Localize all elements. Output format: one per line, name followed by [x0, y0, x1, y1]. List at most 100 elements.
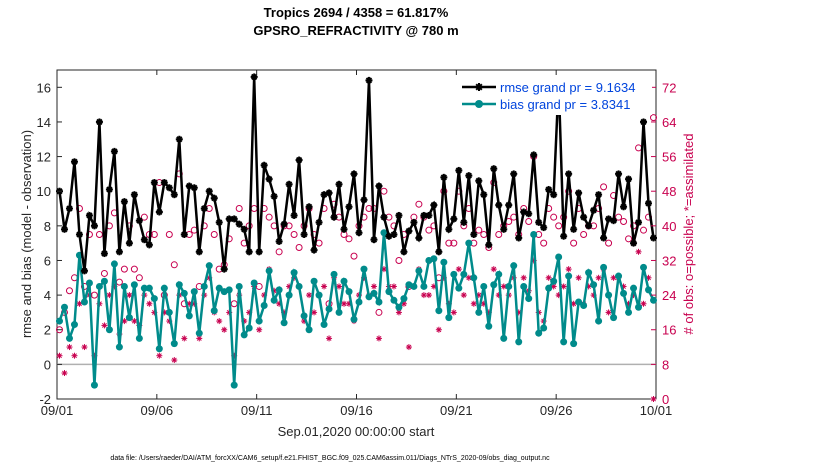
assimilated-obs-point [370, 283, 377, 290]
possible-obs-point [450, 239, 458, 247]
bias-point [235, 282, 243, 290]
possible-obs-point [620, 218, 628, 226]
rmse-point [535, 218, 543, 226]
bias-point [555, 253, 563, 261]
rmse-point [315, 218, 323, 226]
possible-obs-point [580, 231, 588, 238]
y-tick-label: 14 [37, 115, 51, 130]
bias-point [400, 295, 408, 303]
bias-point [540, 324, 548, 332]
assimilated-obs-point [575, 274, 582, 281]
y-tick-label: 8 [44, 219, 51, 234]
bias-point [315, 291, 323, 299]
bias-point [185, 312, 193, 320]
y-right-tick-label: 48 [662, 184, 676, 199]
bias-point [165, 308, 173, 316]
bias-point [350, 315, 358, 323]
bias-markers [55, 229, 658, 389]
bias-point [385, 288, 393, 296]
bias-point [375, 298, 383, 306]
bias-point [120, 282, 128, 290]
assimilated-obs-point [121, 318, 128, 325]
y-right-tick-label: 56 [662, 150, 676, 165]
bias-point [280, 319, 288, 327]
assimilated-obs-point [425, 292, 432, 299]
assimilated-obs-point [455, 266, 462, 273]
bias-point [160, 284, 168, 292]
bias-point [215, 284, 223, 292]
bias-point [450, 270, 458, 278]
bias-point [265, 267, 273, 275]
bias-point [255, 317, 263, 325]
assimilated-obs-point [56, 352, 63, 359]
rmse-point [530, 151, 538, 159]
rmse-point [190, 184, 198, 192]
assimilated-obs-point [221, 326, 228, 333]
bias-point [595, 317, 603, 325]
possible-obs-point [265, 213, 273, 221]
rmse-point [480, 191, 488, 199]
rmse-point [410, 218, 418, 226]
bias-point [125, 314, 133, 322]
rmse-point [470, 231, 478, 238]
bias-point [460, 270, 468, 278]
rmse-point [635, 218, 643, 226]
bias-point [640, 263, 648, 271]
rmse-point [250, 73, 258, 81]
assimilated-obs-point [595, 274, 602, 281]
bias-point [310, 277, 318, 285]
rmse-point [610, 217, 618, 225]
bias-point [455, 284, 463, 292]
possible-obs-point [550, 213, 558, 221]
y-tick-label: 2 [44, 323, 51, 338]
bias-point [260, 301, 268, 309]
rmse-point [110, 147, 118, 155]
bias-point [85, 279, 93, 287]
rmse-point [100, 250, 108, 258]
assimilated-obs-point [470, 300, 477, 307]
possible-obs-point [525, 218, 533, 226]
possible-obs-point [85, 231, 93, 238]
assimilated-obs-point [306, 292, 313, 299]
rmse-point [640, 118, 648, 126]
rmse-point [230, 215, 238, 223]
bias-point [90, 381, 98, 389]
bias-point [115, 343, 123, 351]
y-tick-label: 6 [44, 253, 51, 268]
assimilated-obs-point [156, 352, 163, 359]
x-tick-label: 09/16 [340, 403, 373, 418]
x-tick-label: 09/11 [241, 403, 273, 418]
rmse-point [395, 211, 403, 219]
x-tick-label: 09/21 [440, 403, 473, 418]
bias-point [190, 288, 198, 296]
bias-point [105, 326, 113, 334]
rmse-point [505, 201, 513, 209]
legend-rmse-asterisk [475, 83, 483, 91]
rmse-point [350, 170, 358, 178]
rmse-point [105, 185, 113, 193]
assimilated-obs-point [520, 274, 527, 281]
bias-point [420, 282, 428, 290]
bias-point [325, 305, 333, 313]
assimilated-obs-point [101, 322, 108, 329]
assimilated-obs-point [71, 352, 78, 359]
bias-point [500, 334, 508, 342]
bias-point [250, 279, 258, 287]
bias-point [590, 281, 598, 289]
possible-obs-point [555, 222, 563, 230]
bias-point [245, 324, 253, 332]
rmse-point [70, 158, 78, 166]
rmse-point [245, 248, 253, 256]
bias-point [620, 289, 628, 297]
possible-obs-point [290, 231, 298, 238]
rmse-point [130, 191, 138, 199]
y-tick-label: 4 [44, 288, 51, 303]
possible-obs-point [170, 261, 178, 269]
assimilated-obs-point [420, 292, 427, 299]
rmse-point [560, 232, 568, 240]
possible-obs-point [95, 231, 103, 238]
rmse-point [305, 203, 313, 211]
rmse-point [330, 213, 338, 221]
bias-point [110, 260, 118, 268]
